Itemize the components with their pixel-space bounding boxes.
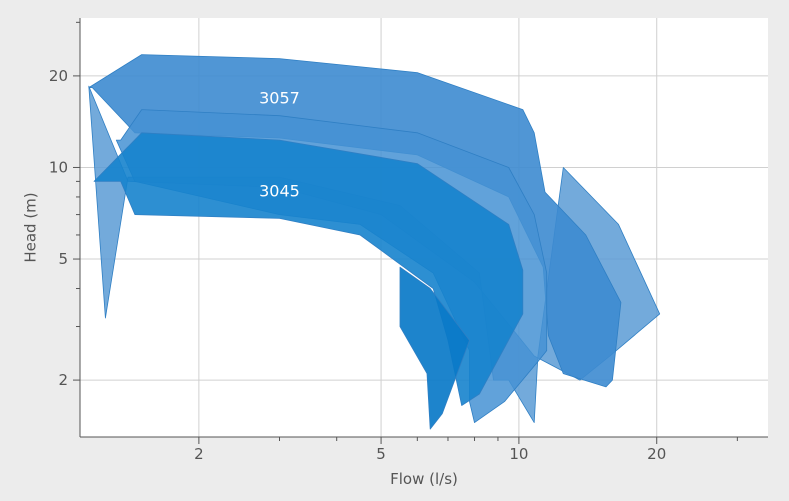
series-area-5 xyxy=(399,266,470,430)
y-tick-label: 5 xyxy=(58,250,68,268)
tick-labels: 2 5 10 20 2 5 10 20 xyxy=(49,67,666,463)
x-tick-label: 5 xyxy=(376,445,386,463)
x-tick-label: 2 xyxy=(194,445,204,463)
series-labels: 3068 3057 3045 xyxy=(259,88,300,305)
series-label-3068: 3068 xyxy=(259,286,300,305)
y-tick-label: 2 xyxy=(58,371,68,389)
series-areas xyxy=(88,54,661,430)
x-tick-label: 10 xyxy=(509,445,528,463)
series-area-4 xyxy=(93,132,524,406)
series-label-3057: 3057 xyxy=(259,88,300,107)
y-axis-label: Head (m) xyxy=(22,192,40,262)
y-tick-label: 20 xyxy=(49,67,68,85)
series-label-3045: 3045 xyxy=(259,182,300,201)
axes xyxy=(73,18,768,444)
x-axis-label: Flow (l/s) xyxy=(390,470,458,488)
y-tick-label: 10 xyxy=(49,158,68,176)
x-tick-label: 20 xyxy=(647,445,666,463)
